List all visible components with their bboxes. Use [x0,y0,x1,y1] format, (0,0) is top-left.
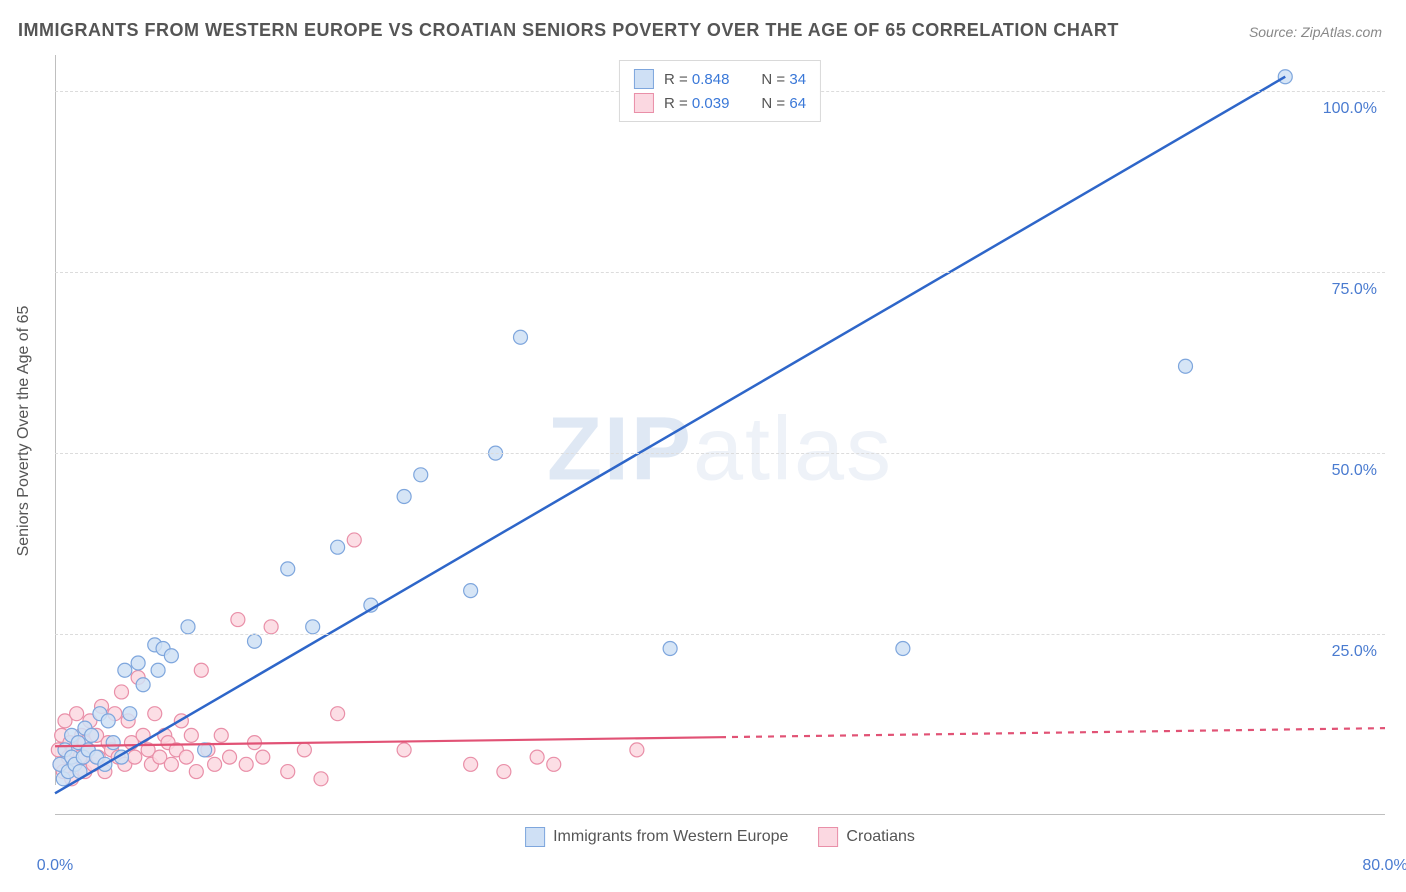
data-point [123,707,137,721]
legend-n-label: N = 34 [761,71,806,88]
data-point [184,728,198,742]
data-point [297,743,311,757]
data-point [131,656,145,670]
legend-r-label: R = 0.039 [664,95,729,112]
legend-swatch [634,69,654,89]
data-point [101,714,115,728]
legend-r-label: R = 0.848 [664,71,729,88]
plot-inner [55,55,1385,815]
y-axis-label: Seniors Poverty Over the Age of 65 [15,180,33,431]
legend-swatch [634,93,654,113]
gridline [55,453,1385,454]
data-point [118,663,132,677]
data-point [239,757,253,771]
source-label: Source: ZipAtlas.com [1249,24,1382,40]
legend-item: Croatians [818,827,914,847]
data-point [189,765,203,779]
trend-line [55,737,720,746]
data-point [663,642,677,656]
data-point [397,743,411,757]
trend-line [55,77,1285,794]
data-point [1179,359,1193,373]
y-tick-label: 100.0% [1323,100,1377,118]
data-point [106,736,120,750]
data-point [306,620,320,634]
data-point [194,663,208,677]
data-point [331,707,345,721]
plot-area: ZIPatlas R = 0.848N = 34R = 0.039N = 64 … [55,55,1385,845]
data-point [115,685,129,699]
data-point [347,533,361,547]
data-point [231,613,245,627]
data-point [136,678,150,692]
data-point [148,707,162,721]
data-point [331,540,345,554]
legend-item: Immigrants from Western Europe [525,827,788,847]
x-tick-label: 80.0% [1362,857,1406,875]
data-point [314,772,328,786]
data-point [214,728,228,742]
data-point [630,743,644,757]
data-point [85,728,99,742]
trend-line-dashed [720,728,1385,737]
data-point [164,649,178,663]
legend-n-label: N = 64 [761,95,806,112]
data-point [414,468,428,482]
data-point [248,634,262,648]
data-point [179,750,193,764]
data-point [464,757,478,771]
legend-row: R = 0.848 N = 34 [634,67,806,91]
y-tick-label: 50.0% [1332,462,1377,480]
legend-swatch [525,827,545,847]
x-tick-label: 0.0% [37,857,73,875]
data-point [397,490,411,504]
gridline [55,634,1385,635]
data-point [70,707,84,721]
data-point [264,620,278,634]
data-point [281,562,295,576]
y-tick-label: 25.0% [1332,643,1377,661]
data-point [256,750,270,764]
data-point [181,620,195,634]
data-point [164,757,178,771]
x-axis-line [55,814,1385,815]
series-legend: Immigrants from Western Europe Croatians [515,827,925,847]
legend-row: R = 0.039 N = 64 [634,91,806,115]
y-tick-label: 75.0% [1332,281,1377,299]
correlation-legend: R = 0.848 N = 34 R = 0.039 N = 64 [619,60,821,122]
chart-title: IMMIGRANTS FROM WESTERN EUROPE VS CROATI… [18,20,1119,41]
data-point [497,765,511,779]
data-point [151,663,165,677]
data-point [223,750,237,764]
gridline [55,272,1385,273]
data-point [547,757,561,771]
legend-swatch [818,827,838,847]
chart-svg [55,55,1385,815]
data-point [281,765,295,779]
legend-label: Immigrants from Western Europe [553,828,788,846]
legend-label: Croatians [846,828,914,846]
data-point [464,584,478,598]
data-point [128,750,142,764]
data-point [896,642,910,656]
data-point [514,330,528,344]
data-point [208,757,222,771]
data-point [530,750,544,764]
